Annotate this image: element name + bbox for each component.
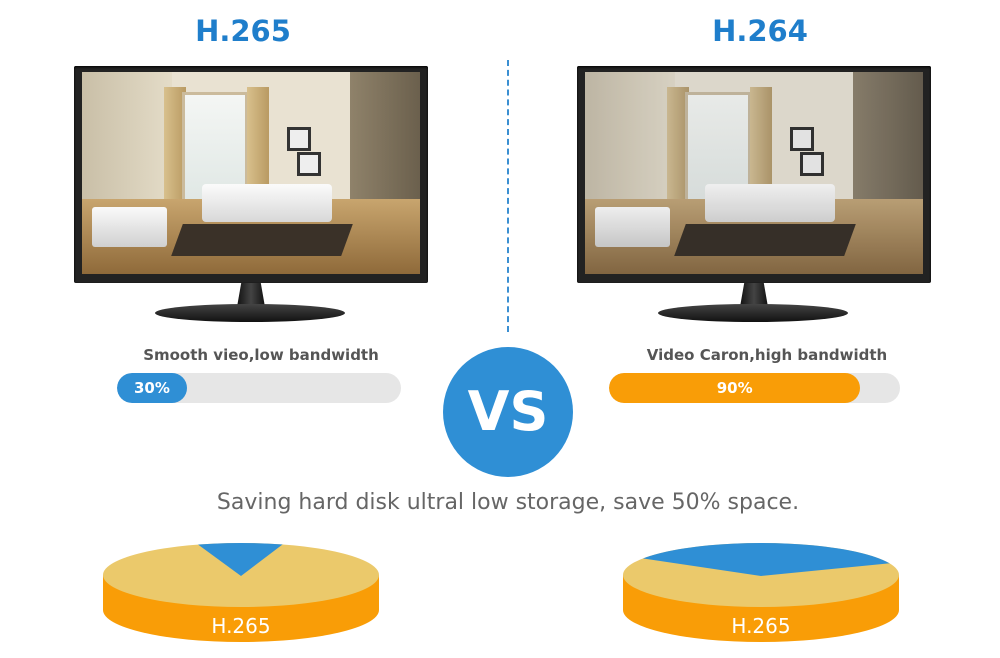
right-title: H.264: [712, 14, 808, 48]
pie-label: H.265: [731, 614, 790, 638]
right-monitor: [577, 66, 931, 283]
left-bandwidth-label: Smooth vieo,low bandwidth: [143, 346, 379, 364]
vs-badge: VS: [443, 347, 573, 477]
right-monitor-stand: [740, 283, 768, 307]
left-bandwidth-bar: 30%: [117, 373, 401, 403]
caption: Saving hard disk ultral low storage, sav…: [216, 490, 800, 515]
pie-blue-slice: [185, 543, 295, 576]
left-title: H.265: [195, 14, 291, 48]
left-monitor-stand: [237, 283, 265, 307]
right-monitor-base: [658, 304, 848, 322]
room-image: [585, 72, 923, 274]
left-monitor-base: [155, 304, 345, 322]
room-image: [82, 72, 420, 274]
pie-label: H.265: [211, 614, 270, 638]
right-bandwidth-bar: 90%: [609, 373, 900, 403]
left-bandwidth-fill: 30%: [117, 373, 187, 403]
right-bandwidth-fill: 90%: [609, 373, 861, 403]
right-bandwidth-label: Video Caron,high bandwidth: [646, 346, 888, 364]
left-monitor: [74, 66, 428, 283]
right-storage-pie: H.265: [623, 543, 899, 642]
left-storage-pie: H.265: [103, 543, 379, 642]
divider-line: [507, 60, 509, 332]
